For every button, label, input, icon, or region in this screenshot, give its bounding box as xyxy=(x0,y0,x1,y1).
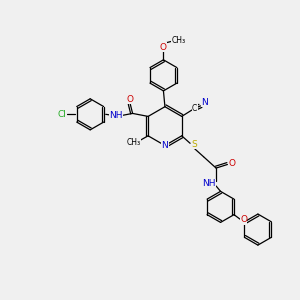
Text: O: O xyxy=(160,43,167,52)
Text: C: C xyxy=(192,104,197,113)
Text: CH₃: CH₃ xyxy=(171,36,185,45)
Text: O: O xyxy=(127,94,134,103)
Text: NH: NH xyxy=(202,179,216,188)
Text: Cl: Cl xyxy=(58,110,67,119)
Text: NH: NH xyxy=(109,111,123,120)
Text: O: O xyxy=(240,215,247,224)
Text: N: N xyxy=(201,98,208,107)
Text: S: S xyxy=(191,140,197,149)
Text: CH₃: CH₃ xyxy=(126,138,140,147)
Text: N: N xyxy=(162,141,168,150)
Text: O: O xyxy=(228,159,235,168)
